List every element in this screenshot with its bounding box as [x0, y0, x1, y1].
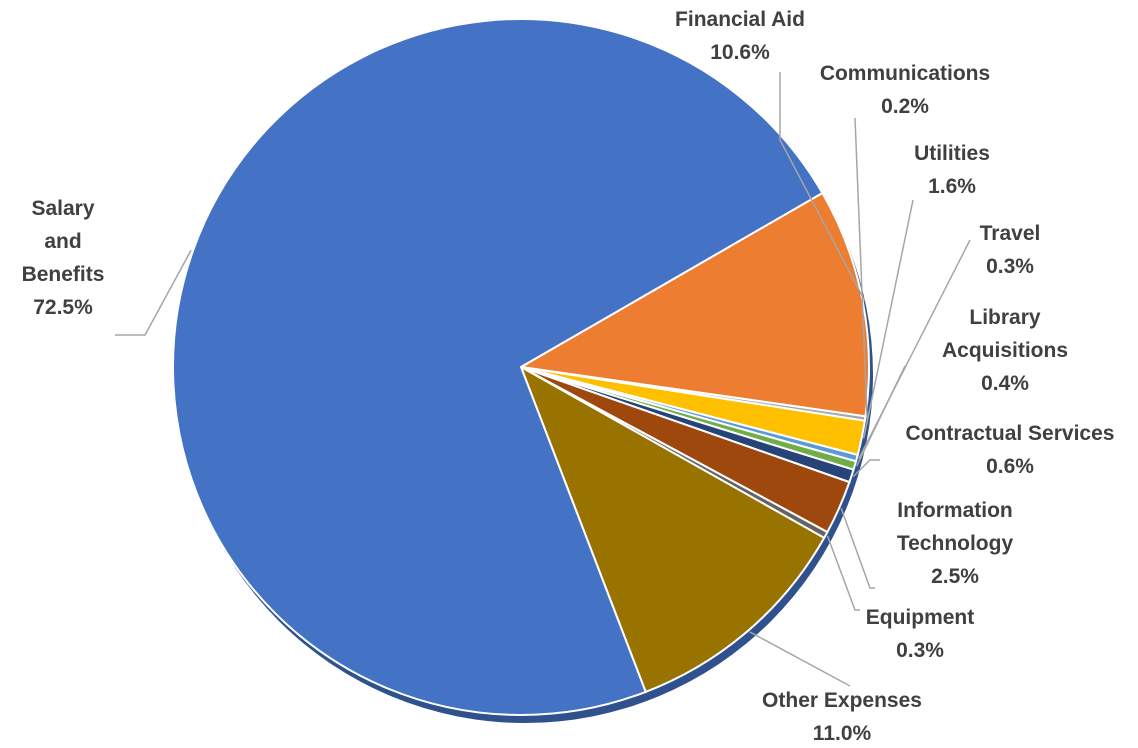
data-label-category: Library Acquisitions	[942, 306, 1068, 362]
leader-lines-layer	[115, 72, 971, 687]
data-labels-layer: Financial Aid 10.6% Communications 0.2% Util…	[22, 8, 1115, 745]
data-label-category: Communications	[820, 62, 990, 85]
data-label-communications: Communications 0.2%	[820, 62, 990, 118]
data-label-information-technology: Information Technology 2.5%	[897, 499, 1014, 588]
data-label-other-expenses: Other Expenses 11.0%	[762, 689, 922, 745]
data-label-value: 0.4%	[981, 372, 1029, 395]
slices-layer	[172, 18, 873, 723]
data-label-equipment: Equipment 0.3%	[866, 606, 975, 662]
data-label-category: Financial Aid	[675, 8, 805, 31]
leader-line-contractual-services	[852, 459, 880, 478]
data-label-category: Salary and Benefits	[22, 197, 105, 286]
data-label-travel: Travel 0.3%	[980, 222, 1041, 278]
data-label-category: Equipment	[866, 606, 975, 629]
data-label-value: 11.0%	[813, 722, 872, 745]
data-label-value: 1.6%	[928, 175, 976, 198]
data-label-value: 10.6%	[710, 41, 770, 64]
leader-line-library-acquisitions	[856, 365, 906, 467]
data-label-value: 72.5%	[33, 296, 93, 319]
data-label-financial-aid: Financial Aid 10.6%	[675, 8, 805, 64]
leader-line-salary-and-benefits	[115, 249, 192, 336]
slice-other-expenses	[519, 364, 826, 694]
data-label-category: Contractual Services	[906, 422, 1115, 445]
data-label-value: 0.3%	[986, 255, 1034, 278]
data-label-category: Information Technology	[897, 499, 1014, 555]
data-label-category: Other Expenses	[762, 689, 922, 712]
data-label-value: 2.5%	[931, 565, 979, 588]
leader-line-information-technology	[840, 508, 875, 589]
data-label-contractual-services: Contractual Services 0.6%	[906, 422, 1115, 478]
data-label-salary-and-benefits: Salary and Benefits 72.5%	[22, 197, 105, 319]
leader-line-other-expenses	[749, 631, 851, 687]
slice-salary-and-benefits	[172, 18, 824, 716]
data-label-value: 0.6%	[986, 455, 1034, 478]
data-label-value: 0.3%	[896, 639, 944, 662]
data-label-utilities: Utilities 1.6%	[914, 142, 990, 198]
leader-line-utilities	[862, 199, 914, 439]
leader-line-communications	[854, 117, 868, 419]
data-label-library-acquisitions: Library Acquisitions 0.4%	[942, 306, 1068, 395]
data-label-category: Travel	[980, 222, 1041, 245]
leader-line-equipment	[826, 535, 860, 611]
leader-line-financial-aid	[779, 72, 866, 302]
data-label-category: Utilities	[914, 142, 990, 165]
data-label-value: 0.2%	[881, 95, 929, 118]
